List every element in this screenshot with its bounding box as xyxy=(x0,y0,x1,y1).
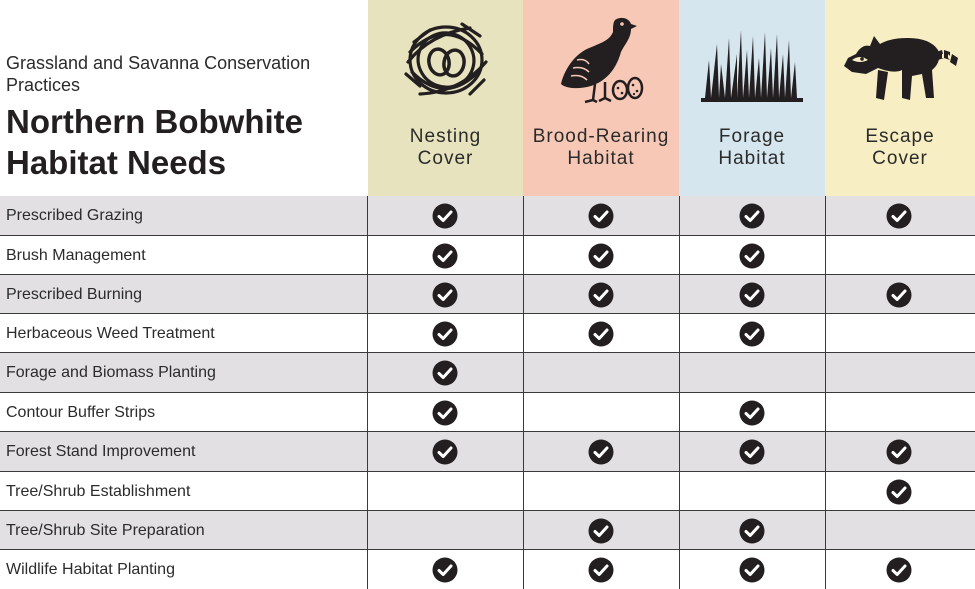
table-row: Forest Stand Improvement xyxy=(0,432,975,472)
page-title: Northern Bobwhite Habitat Needs xyxy=(6,103,303,181)
check-icon xyxy=(886,282,912,308)
row-divider xyxy=(0,235,975,236)
practice-label: Herbaceous Weed Treatment xyxy=(6,324,215,342)
check-icon xyxy=(739,321,765,347)
check-icon xyxy=(588,557,614,583)
check-icon xyxy=(739,400,765,426)
practice-label: Contour Buffer Strips xyxy=(6,403,156,421)
column-divider xyxy=(825,196,826,589)
table-row: Prescribed Grazing xyxy=(0,196,975,235)
check-icon xyxy=(886,203,912,229)
check-icon xyxy=(739,439,765,465)
check-icon xyxy=(886,479,912,505)
check-icon xyxy=(588,439,614,465)
row-divider xyxy=(0,352,975,353)
column-header-nesting-cover: Nesting Cover xyxy=(368,0,523,196)
practice-label: Tree/Shrub Establishment xyxy=(6,482,191,500)
table-row: Prescribed Burning xyxy=(0,275,975,314)
check-icon xyxy=(739,557,765,583)
table-row: Tree/Shrub Site Preparation xyxy=(0,511,975,550)
check-icon xyxy=(739,243,765,269)
column-header-escape-cover: Escape Cover xyxy=(825,0,975,196)
practice-label: Wildlife Habitat Planting xyxy=(6,560,175,578)
column-label-forage: Forage Habitat xyxy=(718,126,786,169)
raccoon-icon xyxy=(825,14,975,108)
table-header: Grassland and Savanna Conservation Pract… xyxy=(0,0,975,196)
column-label-escape: Escape Cover xyxy=(865,126,935,169)
column-divider xyxy=(679,196,680,589)
table-row: Contour Buffer Strips xyxy=(0,393,975,432)
column-label-nesting: Nesting Cover xyxy=(409,126,482,169)
check-icon xyxy=(432,360,458,386)
column-header-brood-rearing-habitat: Brood-Rearing Habitat xyxy=(523,0,679,196)
check-icon xyxy=(432,439,458,465)
practice-label: Forage and Biomass Planting xyxy=(6,364,216,381)
check-icon xyxy=(432,400,458,426)
column-header-forage-habitat: Forage Habitat xyxy=(679,0,825,196)
row-divider xyxy=(0,431,975,432)
row-divider xyxy=(0,510,975,511)
check-icon xyxy=(886,439,912,465)
row-divider xyxy=(0,313,975,314)
practice-label: Prescribed Grazing xyxy=(6,206,143,224)
check-icon xyxy=(886,557,912,583)
row-divider xyxy=(0,392,975,393)
title-block: Grassland and Savanna Conservation Pract… xyxy=(0,0,368,196)
check-icon xyxy=(739,203,765,229)
row-divider xyxy=(0,549,975,550)
column-divider xyxy=(367,196,368,589)
check-icon xyxy=(739,282,765,308)
row-divider xyxy=(0,471,975,472)
table-row: Brush Management xyxy=(0,236,975,275)
practice-label: Forest Stand Improvement xyxy=(6,443,196,460)
column-label-brood-rearing: Brood-Rearing Habitat xyxy=(532,126,670,169)
table-row: Tree/Shrub Establishment xyxy=(0,472,975,511)
page-subtitle: Grassland and Savanna Conservation Pract… xyxy=(6,53,311,95)
nest-icon xyxy=(368,14,523,108)
quail-eggs-icon xyxy=(523,14,679,108)
grass-icon xyxy=(679,14,825,108)
check-icon xyxy=(739,518,765,544)
check-icon xyxy=(432,282,458,308)
practice-label: Prescribed Burning xyxy=(6,285,143,303)
practice-label: Tree/Shrub Site Preparation xyxy=(6,521,205,539)
check-icon xyxy=(432,557,458,583)
row-divider xyxy=(0,274,975,275)
column-divider xyxy=(523,196,524,589)
table-row: Forage and Biomass Planting xyxy=(0,353,975,393)
check-icon xyxy=(588,203,614,229)
table-row: Wildlife Habitat Planting xyxy=(0,550,975,589)
table-row: Herbaceous Weed Treatment xyxy=(0,314,975,353)
practice-table: Prescribed Grazing Brush Management Prescr… xyxy=(0,196,975,589)
check-icon xyxy=(432,243,458,269)
check-icon xyxy=(588,282,614,308)
check-icon xyxy=(588,518,614,544)
check-icon xyxy=(432,321,458,347)
check-icon xyxy=(588,321,614,347)
check-icon xyxy=(588,243,614,269)
practice-label: Brush Management xyxy=(6,246,146,264)
check-icon xyxy=(432,203,458,229)
